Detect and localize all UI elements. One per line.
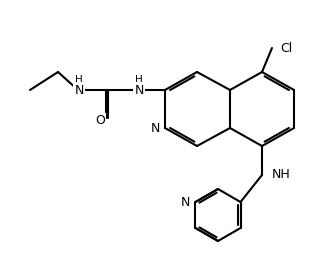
- Text: N: N: [134, 84, 144, 97]
- Text: O: O: [95, 115, 105, 128]
- Text: N: N: [181, 196, 190, 209]
- Text: H: H: [135, 75, 143, 85]
- Text: N: N: [151, 122, 160, 135]
- Text: Cl: Cl: [280, 41, 292, 55]
- Text: NH: NH: [272, 168, 291, 182]
- Text: N: N: [74, 84, 84, 97]
- Text: H: H: [75, 75, 83, 85]
